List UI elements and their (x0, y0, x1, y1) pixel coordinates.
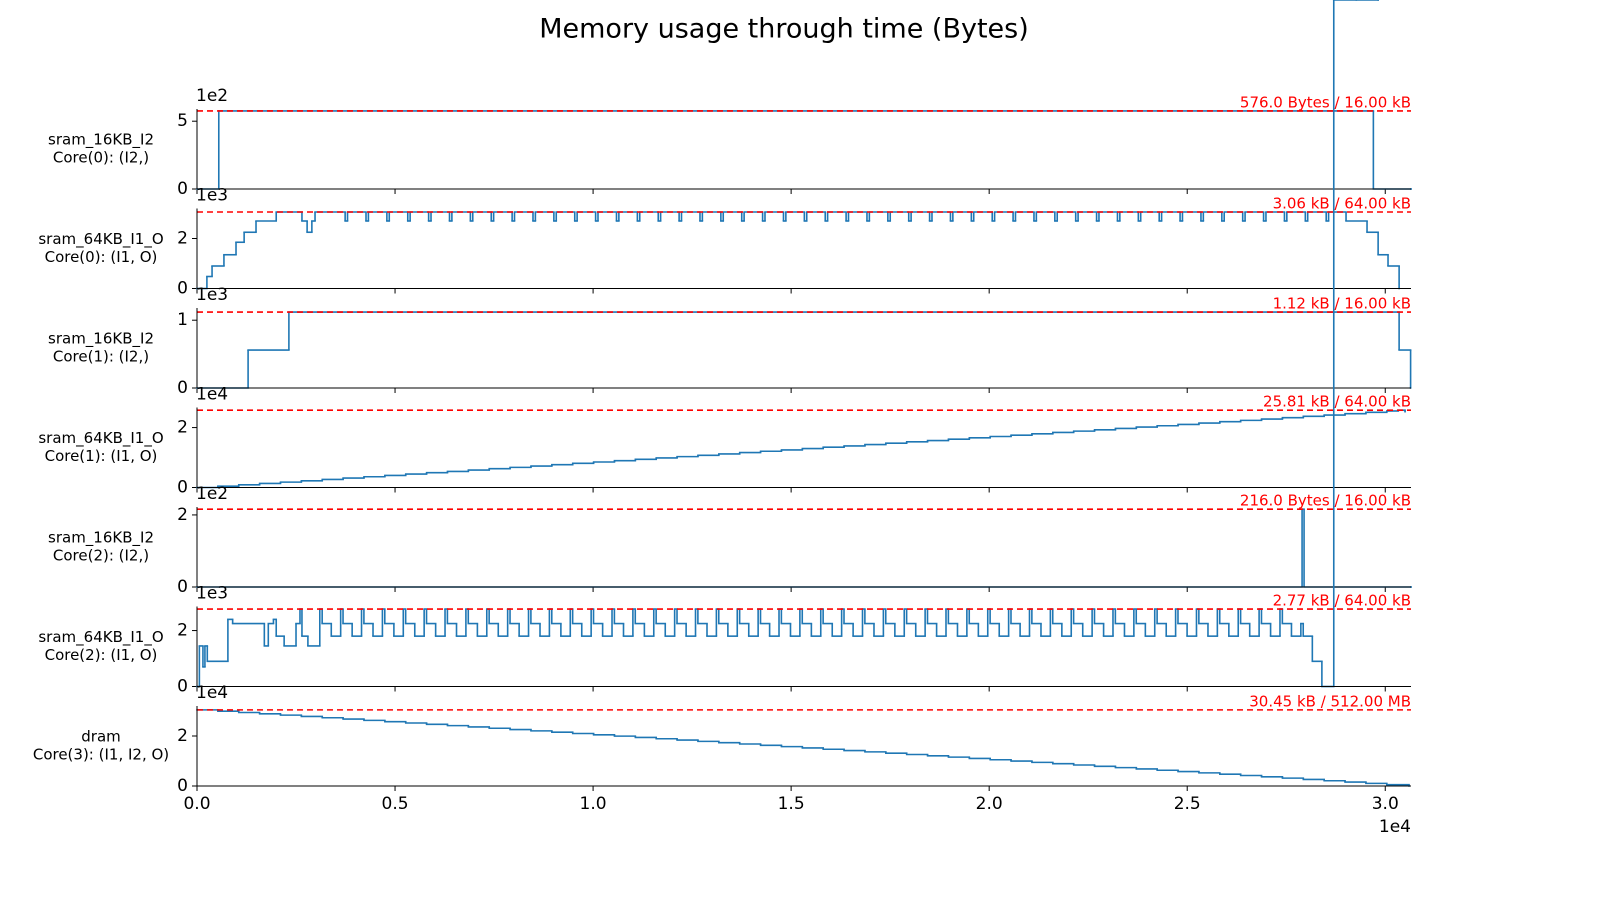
y-label: sram_64KB_I1_O (38, 230, 163, 249)
y-tick-label: 0 (177, 776, 188, 796)
peak-label: 2.77 kB / 64.00 kB (1273, 592, 1411, 610)
y-label: Core(1): (I1, O) (45, 447, 158, 465)
y-tick-label: 2 (177, 505, 188, 525)
y-label: sram_16KB_I2 (48, 529, 154, 548)
y-label: Core(2): (I2,) (53, 547, 149, 565)
x-offset: 1e4 (1379, 817, 1411, 837)
y-tick-label: 0 (177, 677, 188, 697)
y-label: sram_16KB_I2 (48, 330, 154, 349)
y-tick-label: 0 (177, 179, 188, 199)
peak-label: 3.06 kB / 64.00 kB (1273, 195, 1411, 213)
y-tick-label: 2 (177, 621, 188, 641)
x-tick-label: 3.0 (1372, 794, 1399, 814)
peak-label: 30.45 kB / 512.00 MB (1249, 692, 1411, 710)
y-tick-label: 0 (177, 279, 188, 299)
y-label: Core(2): (I1, O) (45, 646, 158, 664)
y-tick-label: 0 (177, 577, 188, 597)
x-tick-label: 2.0 (976, 794, 1003, 814)
chart-title: Memory usage through time (Bytes) (539, 14, 1029, 45)
y-tick-label: 0 (177, 378, 188, 398)
y-offset: 1e4 (196, 385, 228, 405)
y-label: Core(1): (I2,) (53, 348, 149, 366)
x-tick-label: 0.5 (382, 794, 409, 814)
x-tick-label: 0.0 (183, 794, 210, 814)
peak-label: 216.0 Bytes / 16.00 kB (1240, 492, 1411, 510)
y-tick-label: 5 (177, 111, 188, 131)
peak-label: 1.12 kB / 16.00 kB (1273, 295, 1411, 313)
y-label: Core(0): (I2,) (53, 149, 149, 167)
y-offset: 1e3 (196, 186, 228, 206)
y-offset: 1e4 (196, 683, 228, 703)
y-offset: 1e2 (196, 86, 228, 106)
y-offset: 1e3 (196, 584, 228, 604)
x-tick-label: 1.0 (580, 794, 607, 814)
y-label: Core(3): (I1, I2, O) (33, 746, 169, 764)
y-tick-label: 0 (177, 478, 188, 498)
y-offset: 1e3 (196, 285, 228, 305)
y-tick-label: 1 (177, 310, 188, 330)
y-tick-label: 2 (177, 418, 188, 438)
x-tick-label: 1.5 (778, 794, 805, 814)
y-label: sram_64KB_I1_O (38, 429, 163, 448)
y-offset: 1e2 (196, 484, 228, 504)
y-label: sram_16KB_I2 (48, 131, 154, 150)
y-label: dram (81, 728, 121, 746)
y-tick-label: 2 (177, 726, 188, 746)
peak-label: 25.81 kB / 64.00 kB (1263, 393, 1411, 411)
peak-label: 576.0 Bytes / 16.00 kB (1240, 93, 1411, 111)
x-tick-label: 2.5 (1174, 794, 1201, 814)
y-label: sram_64KB_I1_O (38, 628, 163, 647)
y-tick-label: 2 (177, 229, 188, 249)
y-label: Core(0): (I1, O) (45, 248, 158, 266)
